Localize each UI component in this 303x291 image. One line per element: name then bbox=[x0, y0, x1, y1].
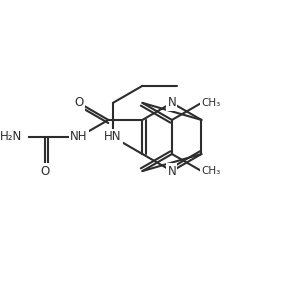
Text: NH: NH bbox=[70, 130, 88, 143]
Text: H₂N: H₂N bbox=[0, 130, 22, 143]
Text: CH₃: CH₃ bbox=[201, 98, 221, 108]
Text: CH₃: CH₃ bbox=[201, 166, 221, 176]
Text: N: N bbox=[168, 165, 176, 178]
Text: O: O bbox=[40, 165, 49, 178]
Text: O: O bbox=[74, 96, 83, 109]
Text: N: N bbox=[168, 96, 176, 109]
Text: HN: HN bbox=[104, 130, 122, 143]
